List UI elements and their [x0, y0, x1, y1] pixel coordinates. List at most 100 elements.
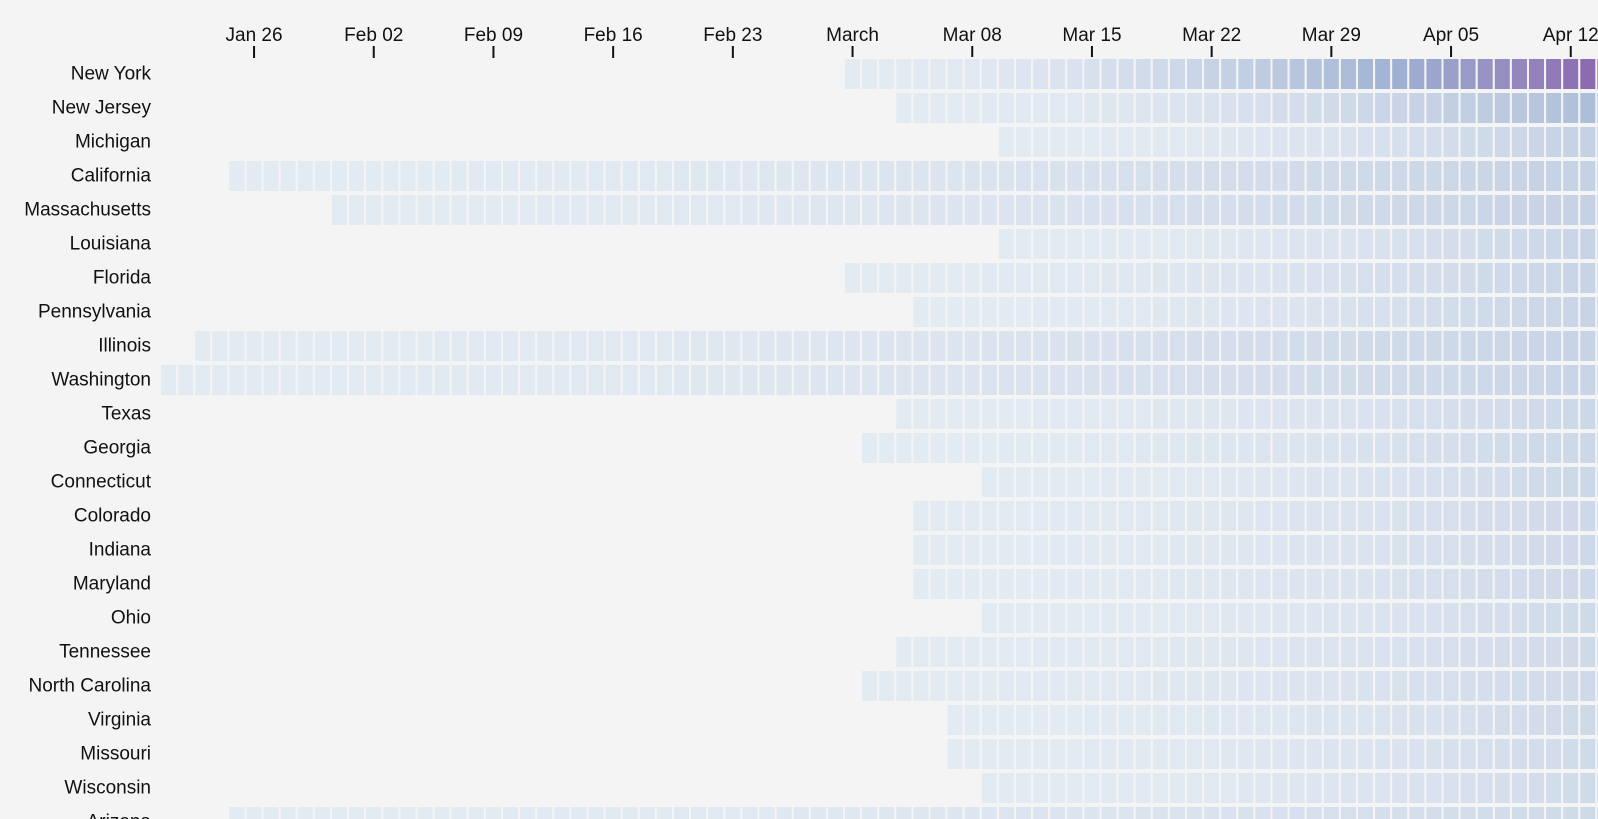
heatmap-cell [1321, 601, 1341, 635]
heatmap-cell [1065, 669, 1085, 703]
heatmap-cell [1475, 499, 1495, 533]
heatmap-cell [1133, 737, 1153, 771]
heatmap-cell [1509, 193, 1530, 227]
heatmap-cell [1561, 125, 1581, 159]
heatmap-cell [1544, 737, 1564, 771]
heatmap-cell [996, 635, 1017, 669]
heatmap-cell [1167, 601, 1188, 635]
heatmap-cell [1356, 771, 1376, 805]
heatmap-cell [1338, 57, 1359, 91]
heatmap-cell [1492, 567, 1512, 601]
heatmap-cell [689, 329, 709, 363]
heatmap-cell [1338, 261, 1359, 295]
heatmap-cell [1270, 567, 1290, 601]
heatmap-cell [1099, 737, 1119, 771]
heatmap-cell [979, 329, 999, 363]
row-label: Louisiana [70, 234, 152, 255]
heatmap-cell [1099, 363, 1119, 397]
heatmap-cell [1270, 737, 1290, 771]
heatmap-cell [1219, 329, 1239, 363]
heatmap-cell [1424, 261, 1444, 295]
heatmap-cell [1270, 363, 1290, 397]
heatmap-cell [1458, 329, 1478, 363]
heatmap-cell [1185, 703, 1205, 737]
heatmap-cell [723, 193, 743, 227]
heatmap-cell [1441, 227, 1461, 261]
heatmap-cell [1338, 159, 1359, 193]
heatmap-cell [1167, 91, 1188, 125]
heatmap-cell [415, 363, 435, 397]
heatmap-cell [1048, 737, 1068, 771]
heatmap-cell [1116, 397, 1136, 431]
heatmap-cell [1014, 703, 1034, 737]
heatmap-cell [996, 431, 1017, 465]
heatmap-cell [1287, 601, 1307, 635]
heatmap-cell [552, 329, 572, 363]
heatmap-cell [1099, 329, 1119, 363]
heatmap-cell [278, 363, 298, 397]
heatmap-cell [911, 669, 931, 703]
heatmap-cell [1099, 227, 1119, 261]
heatmap-cell [1048, 363, 1068, 397]
heatmap-cell [364, 363, 384, 397]
heatmap-cell [1082, 91, 1102, 125]
heatmap-cell [1065, 363, 1085, 397]
heatmap-cell [877, 193, 897, 227]
heatmap-cell [1253, 669, 1273, 703]
heatmap-cell [928, 635, 948, 669]
heatmap-cell [1595, 91, 1598, 125]
heatmap-cell [1253, 193, 1273, 227]
heatmap-cell [979, 703, 999, 737]
heatmap-cell [603, 329, 623, 363]
heatmap-cell [1527, 805, 1547, 819]
heatmap-cell [1390, 499, 1410, 533]
heatmap-cell [979, 805, 999, 819]
heatmap-cell [877, 57, 897, 91]
heatmap-cell [1150, 601, 1170, 635]
heatmap-cell [928, 363, 948, 397]
heatmap-cell [928, 805, 948, 819]
heatmap-cell [1338, 397, 1359, 431]
heatmap-cell [1167, 669, 1188, 703]
heatmap-cell [398, 805, 418, 819]
heatmap-cell [1595, 771, 1598, 805]
heatmap-cell [1014, 601, 1034, 635]
heatmap-cell [723, 329, 743, 363]
heatmap-cell [1321, 57, 1341, 91]
heatmap-cell [1048, 465, 1068, 499]
heatmap-cell [1578, 635, 1598, 669]
heatmap-cell [843, 159, 863, 193]
heatmap-cell [1578, 329, 1598, 363]
heatmap-cell [1527, 431, 1547, 465]
heatmap-cell [1304, 363, 1324, 397]
heatmap-cell [843, 57, 863, 91]
heatmap-cell [1099, 57, 1119, 91]
heatmap-cell [603, 159, 623, 193]
heatmap-cell [1236, 703, 1256, 737]
heatmap-cell [449, 159, 469, 193]
heatmap-cell [1475, 261, 1495, 295]
heatmap-cell [1407, 91, 1427, 125]
heatmap-cell [1509, 805, 1530, 819]
heatmap-cell [1253, 91, 1273, 125]
heatmap-cell [979, 771, 999, 805]
heatmap-cell [1509, 363, 1530, 397]
heatmap-cell [330, 159, 350, 193]
heatmap-cell [962, 329, 982, 363]
heatmap-cell [945, 397, 965, 431]
heatmap-cell [1595, 737, 1598, 771]
heatmap-cell [1338, 363, 1359, 397]
heatmap-cell [1031, 329, 1051, 363]
heatmap-cell [1561, 397, 1581, 431]
heatmap-cell [996, 601, 1017, 635]
heatmap-cell [1338, 295, 1359, 329]
heatmap-cell [1492, 329, 1512, 363]
heatmap-cell [1219, 57, 1239, 91]
heatmap-cell [1304, 703, 1324, 737]
heatmap-cell [1253, 533, 1273, 567]
heatmap-cell [1407, 261, 1427, 295]
heatmap-cell [603, 805, 623, 819]
heatmap-cell [620, 363, 640, 397]
heatmap-cell [1578, 805, 1598, 819]
